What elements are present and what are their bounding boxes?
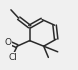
Text: O: O (4, 38, 11, 46)
Text: Cl: Cl (8, 53, 17, 62)
